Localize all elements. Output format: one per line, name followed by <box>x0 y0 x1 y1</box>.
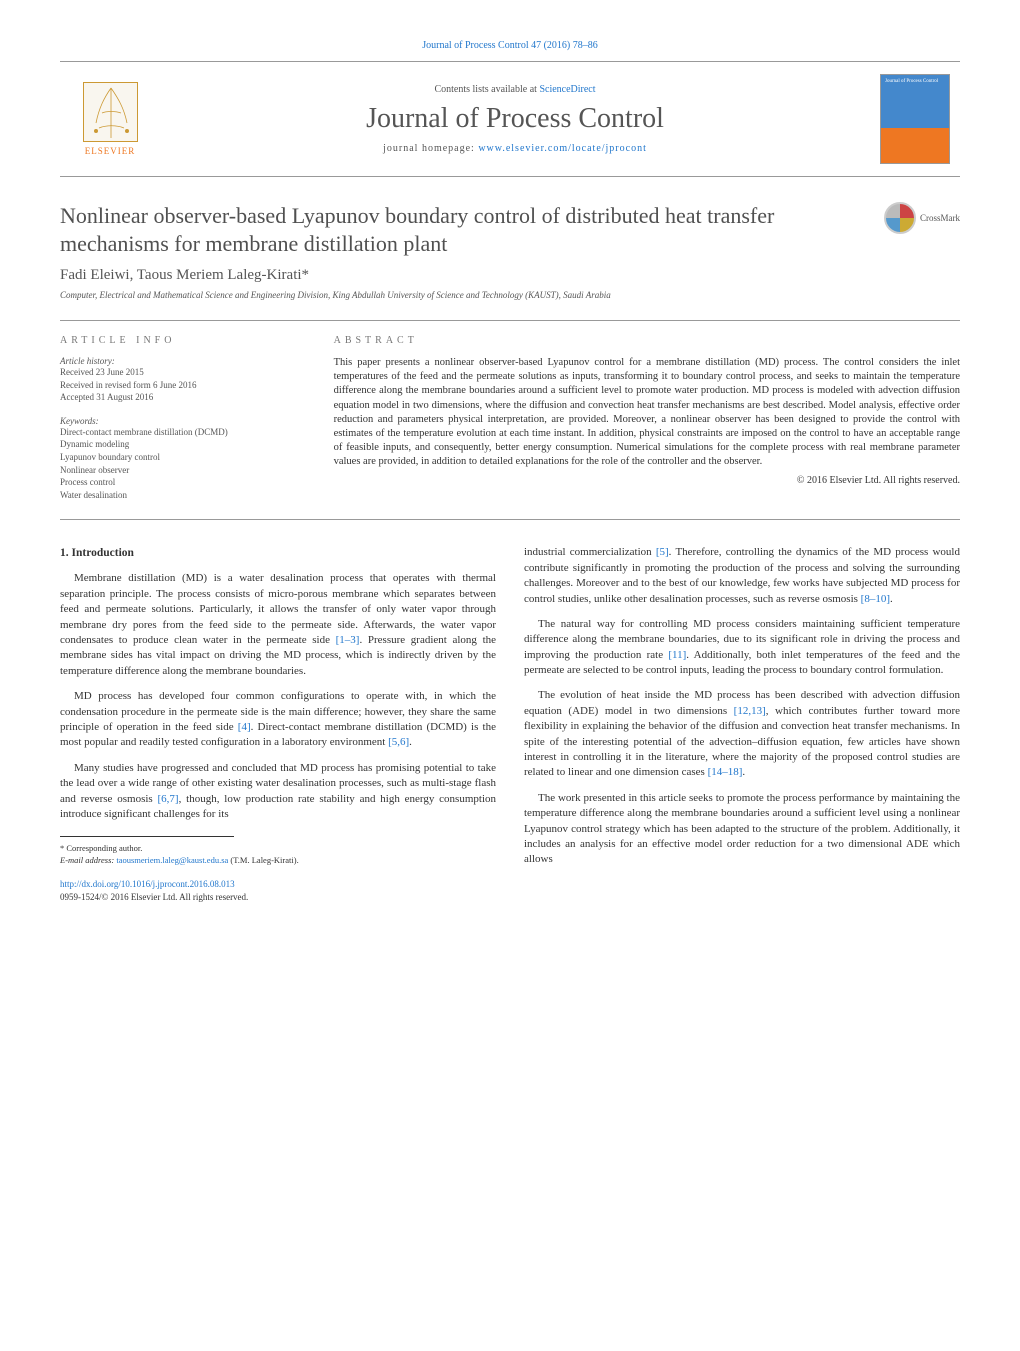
article-meta-row: ARTICLE INFO Article history: Received 2… <box>60 320 960 520</box>
contents-prefix: Contents lists available at <box>434 84 539 95</box>
body-paragraph: Many studies have progressed and conclud… <box>60 761 496 823</box>
keyword: Water desalination <box>60 489 304 502</box>
journal-citation-link[interactable]: Journal of Process Control 47 (2016) 78–… <box>60 40 960 51</box>
homepage-link[interactable]: www.elsevier.com/locate/jprocont <box>478 143 647 154</box>
article-identifiers: http://dx.doi.org/10.1016/j.jprocont.201… <box>60 878 496 903</box>
citation-link[interactable]: [5,6] <box>388 736 409 748</box>
author-email-link[interactable]: taousmeriem.laleg@kaust.edu.sa <box>116 855 228 865</box>
citation-link[interactable]: [5] <box>656 546 669 558</box>
section-heading-intro: 1. Introduction <box>60 545 496 561</box>
body-paragraph: The work presented in this article seeks… <box>524 791 960 868</box>
title-row: Nonlinear observer-based Lyapunov bounda… <box>60 202 960 257</box>
corr-author-label: * Corresponding author. <box>60 843 496 854</box>
keyword: Lyapunov boundary control <box>60 451 304 464</box>
citation-link[interactable]: [11] <box>668 649 686 661</box>
header-center: Contents lists available at ScienceDirec… <box>150 84 880 154</box>
elsevier-tree-icon <box>83 82 138 142</box>
keyword: Dynamic modeling <box>60 438 304 451</box>
abstract-copyright: © 2016 Elsevier Ltd. All rights reserved… <box>334 475 960 486</box>
article-page: Journal of Process Control 47 (2016) 78–… <box>0 0 1020 933</box>
abstract-column: ABSTRACT This paper presents a nonlinear… <box>334 335 960 501</box>
authors-line: Fadi Eleiwi, Taous Meriem Laleg-Kirati* <box>60 267 960 284</box>
body-paragraph: The natural way for controlling MD proce… <box>524 617 960 679</box>
citation-link[interactable]: [6,7] <box>158 793 179 805</box>
history-dates: Received 23 June 2015 Received in revise… <box>60 366 304 404</box>
affiliation: Computer, Electrical and Mathematical Sc… <box>60 290 960 300</box>
article-info-column: ARTICLE INFO Article history: Received 2… <box>60 335 304 501</box>
body-paragraph: industrial commercialization [5]. Theref… <box>524 545 960 607</box>
contents-available-line: Contents lists available at ScienceDirec… <box>150 84 880 95</box>
article-title: Nonlinear observer-based Lyapunov bounda… <box>60 202 884 257</box>
received-date: Received 23 June 2015 <box>60 366 304 379</box>
article-body: 1. Introduction Membrane distillation (M… <box>60 545 960 903</box>
keywords-list: Direct-contact membrane distillation (DC… <box>60 426 304 502</box>
sciencedirect-link[interactable]: ScienceDirect <box>539 84 595 95</box>
corresponding-marker: * <box>302 267 310 283</box>
keyword: Direct-contact membrane distillation (DC… <box>60 426 304 439</box>
body-paragraph: The evolution of heat inside the MD proc… <box>524 688 960 780</box>
citation-link[interactable]: [12,13] <box>734 705 766 717</box>
email-line: E-mail address: taousmeriem.laleg@kaust.… <box>60 855 496 866</box>
publisher-logo[interactable]: ELSEVIER <box>70 74 150 164</box>
crossmark-badge[interactable]: CrossMark <box>884 202 960 234</box>
crossmark-label: CrossMark <box>920 213 960 223</box>
journal-homepage: journal homepage: www.elsevier.com/locat… <box>150 143 880 154</box>
text-run: industrial commercialization <box>524 546 656 558</box>
text-run: . <box>409 736 412 748</box>
abstract-text: This paper presents a nonlinear observer… <box>334 356 960 469</box>
journal-cover-thumbnail[interactable]: Journal of Process Control <box>880 74 950 164</box>
revised-date: Received in revised form 6 June 2016 <box>60 379 304 392</box>
author-names: Fadi Eleiwi, Taous Meriem Laleg-Kirati <box>60 267 302 283</box>
crossmark-icon <box>884 202 916 234</box>
homepage-prefix: journal homepage: <box>383 143 478 154</box>
body-paragraph: Membrane distillation (MD) is a water de… <box>60 571 496 679</box>
accepted-date: Accepted 31 August 2016 <box>60 391 304 404</box>
keywords-label: Keywords: <box>60 416 304 426</box>
cover-thumb-text: Journal of Process Control <box>885 79 945 85</box>
text-run: . <box>890 593 893 605</box>
citation-link[interactable]: [8–10] <box>861 593 890 605</box>
text-run: . <box>742 766 745 778</box>
publisher-name: ELSEVIER <box>85 146 136 156</box>
email-label: E-mail address: <box>60 855 116 865</box>
article-info-heading: ARTICLE INFO <box>60 335 304 346</box>
doi-link[interactable]: http://dx.doi.org/10.1016/j.jprocont.201… <box>60 879 235 889</box>
citation-link[interactable]: [1–3] <box>336 634 360 646</box>
abstract-heading: ABSTRACT <box>334 335 960 346</box>
header-band: ELSEVIER Contents lists available at Sci… <box>60 61 960 177</box>
keyword: Nonlinear observer <box>60 464 304 477</box>
email-suffix: (T.M. Laleg-Kirati). <box>228 855 298 865</box>
issn-copyright: 0959-1524/© 2016 Elsevier Ltd. All right… <box>60 892 248 902</box>
left-column-footer: * Corresponding author. E-mail address: … <box>60 836 496 903</box>
body-paragraph: MD process has developed four common con… <box>60 689 496 751</box>
keyword: Process control <box>60 476 304 489</box>
citation-link[interactable]: [14–18] <box>708 766 743 778</box>
journal-name: Journal of Process Control <box>150 103 880 135</box>
citation-link[interactable]: [4] <box>238 721 251 733</box>
history-label: Article history: <box>60 356 304 366</box>
footnote-separator <box>60 836 234 837</box>
corresponding-author-footnote: * Corresponding author. E-mail address: … <box>60 843 496 866</box>
